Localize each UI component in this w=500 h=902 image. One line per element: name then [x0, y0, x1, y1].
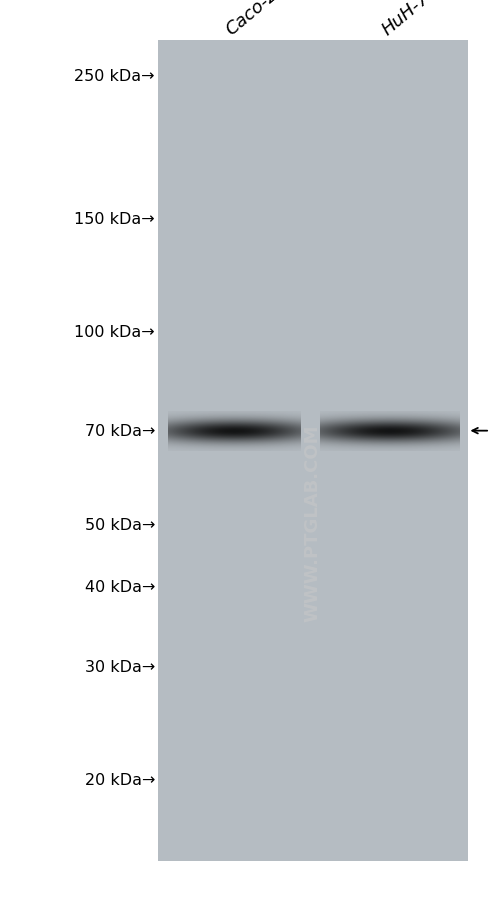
- Bar: [158, 41, 468, 861]
- Text: 30 kDa→: 30 kDa→: [85, 659, 155, 675]
- Text: 40 kDa→: 40 kDa→: [84, 580, 155, 594]
- Text: 50 kDa→: 50 kDa→: [84, 518, 155, 532]
- Text: HuH-7: HuH-7: [378, 0, 433, 39]
- Text: 150 kDa→: 150 kDa→: [74, 211, 155, 226]
- Text: 70 kDa→: 70 kDa→: [84, 424, 155, 438]
- Text: 250 kDa→: 250 kDa→: [74, 69, 155, 84]
- Text: 100 kDa→: 100 kDa→: [74, 325, 155, 339]
- Text: Caco-2: Caco-2: [222, 0, 282, 39]
- Text: 20 kDa→: 20 kDa→: [84, 773, 155, 787]
- Text: WWW.PTGLAB.COM: WWW.PTGLAB.COM: [304, 425, 322, 621]
